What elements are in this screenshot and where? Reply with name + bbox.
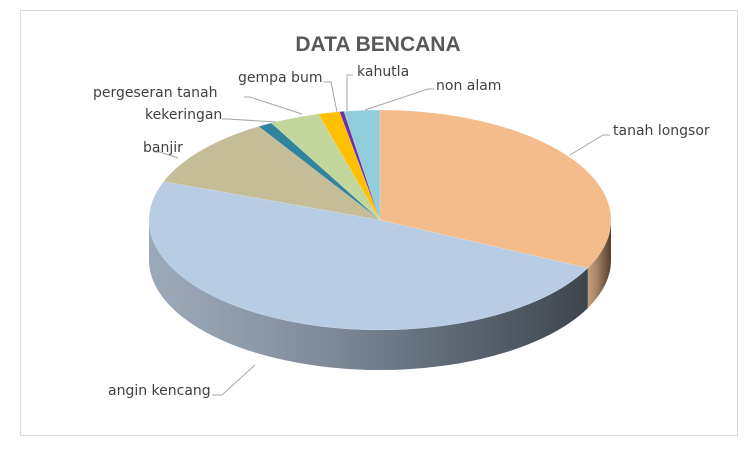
chart-frame: [20, 10, 738, 436]
leader-line-gempa-bum: [324, 81, 338, 113]
leader-line-banjir: [154, 151, 179, 159]
slice-pergeseran-tanah[interactable]: [270, 113, 381, 221]
label-kahutla: kahutla: [357, 64, 410, 80]
slice-gempa-bum[interactable]: [317, 111, 381, 221]
label-pergeseran-tanah: pergeseran tanah: [93, 85, 218, 101]
chart-title: DATA BENCANA: [295, 33, 461, 56]
label-non-alam: non alam: [436, 78, 502, 94]
leader-line-pergeseran-tanah: [244, 96, 303, 115]
slice-kahutla[interactable]: [339, 111, 381, 221]
slice-kekeringan[interactable]: [258, 122, 381, 221]
leader-line-angin-kencang: [212, 364, 256, 396]
leader-line-kekeringan: [222, 118, 277, 123]
label-angin-kencang: angin kencang: [108, 383, 211, 399]
slice-side-shade-angin-kencang: [149, 220, 588, 370]
label-banjir: banjir: [143, 140, 183, 156]
label-kekeringan: kekeringan: [145, 107, 223, 123]
label-gempa-bum: gempa bum: [238, 70, 323, 86]
slice-banjir[interactable]: [163, 126, 381, 221]
slice-angin-kencang[interactable]: [148, 181, 589, 331]
slice-side-shade-tanah-longsor: [587, 220, 611, 309]
slice-non-alam[interactable]: [343, 109, 381, 221]
leader-line-tanah-longsor: [569, 134, 610, 156]
leader-line-non-alam: [364, 88, 434, 111]
label-tanah-longsor: tanah longsor: [613, 123, 710, 139]
slice-tanah-longsor[interactable]: [379, 109, 612, 269]
leader-line-kahutla: [346, 74, 353, 111]
